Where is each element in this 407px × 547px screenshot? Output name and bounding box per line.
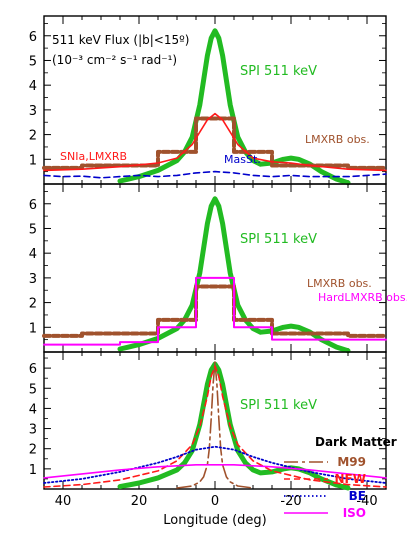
annotation-spi-511-kev: SPI 511 keV — [240, 398, 317, 413]
y-tick-label: 6 — [29, 362, 37, 377]
series-iso — [43, 463, 387, 479]
y-tick-label: 6 — [29, 198, 37, 213]
panel-middle: 1 2 3 4 5 6 SPI 511 keV LMXRB obs.HardLMXRB obs… — [29, 183, 407, 354]
annotation-lmxrb-obs-: LMXRB obs. — [305, 133, 370, 146]
panel-title-line: (10⁻³ cm⁻² s⁻¹ rad⁻¹) — [52, 53, 177, 67]
series-spi-511-kev — [117, 28, 351, 186]
series-m99 — [176, 361, 254, 489]
x-tick-label: -20 — [280, 494, 301, 509]
y-tick-label: 4 — [29, 247, 37, 262]
series-spi-511-kev — [117, 196, 351, 354]
legend-label-iso: ISO — [343, 506, 366, 520]
annotation-hardlmxrb-obs-: HardLMXRB obs. — [318, 291, 407, 304]
x-tick-label: 0 — [211, 494, 219, 509]
series-snia-lmxrb — [43, 112, 387, 172]
annotation-masst-: MasSt. — [224, 153, 261, 166]
y-tick-label: 6 — [29, 30, 37, 45]
legend-label-be: BE — [349, 489, 366, 503]
annotation-spi-511-kev: SPI 511 keV — [240, 232, 317, 247]
annotation-lmxrb-obs-: LMXRB obs. — [307, 277, 372, 290]
y-tick-label: 5 — [29, 54, 37, 69]
legend-label-nfw: NFW — [335, 472, 366, 486]
plot-frame — [43, 351, 387, 490]
annotation-snia-lmxrb: SNIa,LMXRB — [60, 150, 127, 163]
series-be — [43, 445, 387, 484]
y-tick-label: 1 — [29, 321, 37, 336]
y-tick-label: 3 — [29, 104, 37, 119]
y-tick-label: 2 — [29, 129, 37, 144]
x-tick-label: 20 — [131, 494, 148, 509]
y-tick-label: 3 — [29, 423, 37, 438]
y-tick-label: 2 — [29, 443, 37, 458]
x-axis-label: Longitude (deg) — [163, 513, 266, 528]
series-hardlmxrb-obs- — [43, 276, 387, 346]
y-tick-label: 2 — [29, 297, 37, 312]
y-tick-label: 4 — [29, 79, 37, 94]
x-tick-label: -40 — [356, 494, 377, 509]
x-tick-label: 40 — [55, 494, 72, 509]
y-tick-label: 5 — [29, 382, 37, 397]
panel-bottom: 1 2 3 4 5 6 SPI 511 keV Dark Matter M99 NFW BE ISO — [29, 351, 397, 520]
legend-label-m99: M99 — [337, 455, 366, 469]
y-tick-label: 3 — [29, 272, 37, 287]
series-lmxrb-obs- — [42, 116, 388, 170]
annotation-spi-511-kev: SPI 511 keV — [240, 64, 317, 79]
y-tick-label: 1 — [29, 463, 37, 478]
panel-top: 1 2 3 4 5 6 SPI 511 keV LMXRB obs. SNIa,LMXRB Mas… — [29, 15, 388, 186]
y-tick-label: 1 — [29, 153, 37, 168]
y-tick-label: 4 — [29, 402, 37, 417]
series-spi-511-kev — [117, 361, 351, 491]
annotation-dark-matter: Dark Matter — [315, 435, 397, 449]
series-masst- — [43, 170, 387, 179]
y-tick-label: 5 — [29, 222, 37, 237]
series-nfw — [43, 365, 387, 488]
panel-title-line: 511 keV Flux (|b|<15º) — [52, 33, 189, 47]
plot-frame — [43, 183, 387, 353]
